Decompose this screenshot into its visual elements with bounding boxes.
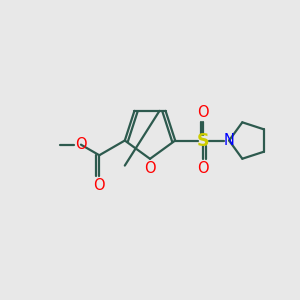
Text: N: N <box>224 133 235 148</box>
Text: O: O <box>197 105 209 120</box>
Text: O: O <box>94 178 105 193</box>
Text: O: O <box>197 161 209 176</box>
Text: S: S <box>197 131 209 149</box>
Text: O: O <box>144 160 156 175</box>
Text: O: O <box>75 137 87 152</box>
